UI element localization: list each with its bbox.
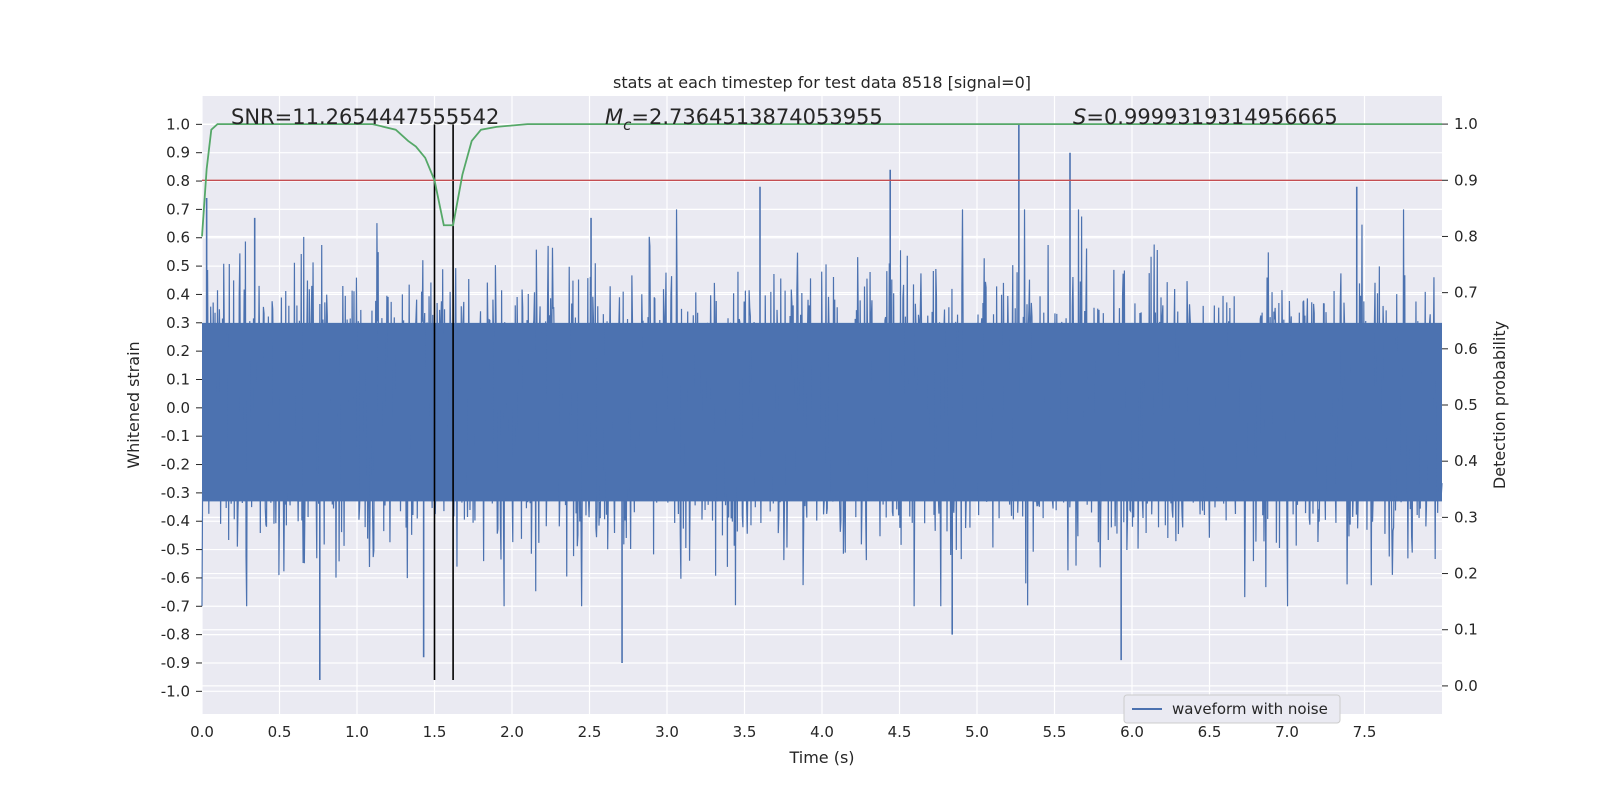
x-tick-label: 1.0 (345, 723, 369, 741)
y-tick-label: -0.6 (161, 569, 190, 587)
mc-annotation: Mc=2.7364513874053955 (605, 105, 883, 134)
y-axis-label: Whitened strain (124, 341, 143, 468)
y-tick-label: 0.4 (166, 285, 190, 303)
x-tick-label: 1.5 (423, 723, 447, 741)
y2-tick-label: 1.0 (1454, 115, 1478, 133)
legend: waveform with noise (1123, 694, 1341, 724)
y-tick-label: 0.5 (166, 257, 190, 275)
legend-box (1123, 694, 1341, 724)
snr-annotation: SNR=11.2654447555542 (231, 105, 499, 129)
mc-value: =2.7364513874053955 (631, 105, 882, 129)
event-markers (433, 124, 454, 680)
y-tick-label: 0.3 (166, 314, 190, 332)
y-tick-label: -0.2 (161, 456, 190, 474)
y-tick-label: -1.0 (161, 682, 190, 700)
probability-line (201, 123, 1442, 237)
probability-series (201, 123, 1442, 237)
x-tick-label: 2.5 (578, 723, 602, 741)
x-tick-label: 0.0 (190, 723, 214, 741)
y-axis-ticks: 1.0 0.9 0.8 0.7 0.6 0.5 0.4 0.3 0.2 0.1 0.0 -0.1 -0.… (161, 115, 202, 700)
y-tick-label: 0.9 (166, 144, 190, 162)
x-tick-label: 5.5 (1043, 723, 1067, 741)
legend-label: waveform with noise (1172, 700, 1328, 718)
y2-axis-label: Detection probability (1490, 321, 1509, 489)
mc-symbol: M (605, 105, 623, 129)
y2-tick-label: 0.2 (1454, 565, 1478, 583)
y-tick-label: -0.8 (161, 626, 190, 644)
y-tick-label: 0.1 (166, 370, 190, 388)
x-tick-label: 6.0 (1120, 723, 1144, 741)
y-tick-label: -0.5 (161, 541, 190, 559)
y2-tick-label: 0.7 (1454, 284, 1478, 302)
waveform-series (201, 124, 1443, 680)
y2-tick-label: 0.0 (1454, 677, 1478, 695)
x-tick-label: 7.0 (1275, 723, 1299, 741)
y-tick-label: 0.8 (166, 172, 190, 190)
s-annotation: S=0.9999319314956665 (1073, 105, 1338, 129)
waveform-line (201, 209, 1443, 607)
y2-axis-ticks: 1.0 0.9 0.8 0.7 0.6 0.5 0.4 0.3 0.2 0.1 0.0 (1442, 115, 1478, 695)
y2-tick-label: 0.3 (1454, 508, 1478, 526)
y-tick-label: 0.7 (166, 200, 190, 218)
y-tick-label: -0.7 (161, 597, 190, 615)
x-tick-label: 6.5 (1198, 723, 1222, 741)
x-tick-label: 4.5 (888, 723, 912, 741)
x-tick-label: 5.0 (965, 723, 989, 741)
y2-tick-label: 0.4 (1454, 452, 1478, 470)
y-tick-label: -0.1 (161, 427, 190, 445)
x-tick-label: 3.0 (655, 723, 679, 741)
x-tick-label: 0.5 (268, 723, 292, 741)
chart-title: stats at each timestep for test data 851… (613, 73, 1031, 92)
y2-tick-label: 0.5 (1454, 396, 1478, 414)
x-tick-label: 7.5 (1353, 723, 1377, 741)
x-axis-ticks: 0.0 0.5 1.0 1.5 2.0 2.5 3.0 3.5 4.0 4.5 5.0 5.5 6.0 6… (190, 723, 1376, 741)
y-tick-label: 0.6 (166, 229, 190, 247)
s-value: =0.9999319314956665 (1086, 105, 1337, 129)
y-tick-label: -0.9 (161, 654, 190, 672)
y-tick-label: 1.0 (166, 115, 190, 133)
y-tick-label: 0.0 (166, 399, 190, 417)
y-tick-label: -0.4 (161, 512, 190, 530)
x-tick-label: 3.5 (733, 723, 757, 741)
mc-subscript: c (623, 116, 632, 134)
y2-tick-label: 0.1 (1454, 621, 1478, 639)
x-tick-label: 2.0 (500, 723, 524, 741)
x-tick-label: 4.0 (810, 723, 834, 741)
y-tick-label: 0.2 (166, 342, 190, 360)
y2-tick-label: 0.9 (1454, 171, 1478, 189)
s-symbol: S (1073, 105, 1086, 129)
y2-tick-label: 0.8 (1454, 227, 1478, 245)
y-tick-label: -0.3 (161, 484, 190, 502)
x-axis-label: Time (s) (788, 748, 854, 767)
y2-tick-label: 0.6 (1454, 340, 1478, 358)
